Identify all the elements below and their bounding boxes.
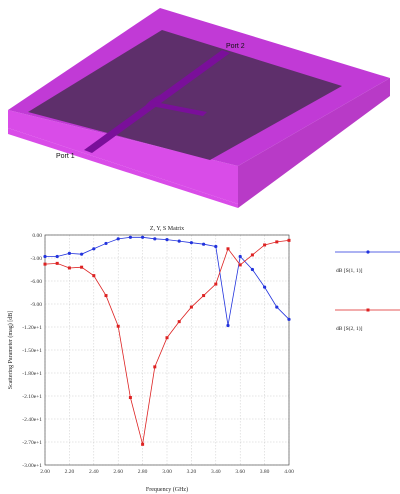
y-axis-title: Scattering Parameter (mag) [dB] (7, 311, 14, 389)
x-tick-label: 3.60 (235, 469, 245, 475)
3d-model-view: Port 2 Port 1 (8, 8, 390, 208)
data-point (226, 323, 230, 328)
data-point (177, 239, 181, 243)
plot-frame (44, 234, 290, 466)
data-point (104, 241, 108, 246)
data-point (226, 247, 230, 251)
x-tick-label: 3.40 (211, 469, 221, 475)
data-point (43, 262, 47, 266)
data-point (214, 282, 218, 286)
data-point (141, 442, 145, 446)
data-point (128, 235, 132, 239)
microstrip-stub-vertical (146, 94, 160, 105)
data-point (67, 266, 71, 270)
data-point (92, 274, 96, 278)
data-point (55, 261, 59, 265)
port2-label: Port 2 (226, 43, 245, 50)
data-point (67, 251, 71, 255)
data-point (153, 365, 157, 369)
data-point (263, 243, 267, 247)
data-point (202, 242, 206, 246)
data-point (275, 305, 279, 309)
data-point (275, 240, 279, 244)
y-tick-label: -2.10e+1 (22, 394, 42, 400)
data-point (165, 336, 169, 340)
data-point (263, 285, 267, 289)
data-point (287, 317, 291, 321)
x-tick-label: 4.00 (284, 469, 294, 475)
x-tick-label: 2.80 (138, 469, 148, 475)
data-point (55, 254, 59, 259)
legend-label: dB [S(2, 1)] (336, 325, 363, 332)
x-tick-label: 3.80 (260, 469, 270, 475)
y-tick-label: -1.80e+1 (22, 371, 42, 377)
legend-label: dB [S(1, 1)] (336, 267, 363, 274)
substrate-right-lower (238, 78, 390, 208)
data-point (238, 254, 242, 259)
data-point (116, 237, 120, 241)
data-point (189, 241, 193, 245)
data-point (250, 253, 254, 257)
data-point (92, 247, 96, 251)
y-tick-label: 0.00 (32, 233, 42, 239)
data-point (250, 267, 254, 272)
x-tick-labels: 2.00 2.20 2.40 2.60 2.80 3.00 3.20 3.40 3.60 3.80… (40, 469, 294, 475)
data-point (153, 237, 157, 241)
legend: dB [S(1, 1)] dB [S(2, 1)] (335, 250, 400, 332)
chart-title: Z, Y, S Matrix (150, 226, 184, 232)
legend-marker (366, 308, 370, 312)
y-tick-label: -2.70e+1 (22, 440, 42, 446)
data-point (128, 396, 132, 400)
substrate-inner-region (28, 30, 342, 160)
x-tick-label: 2.20 (65, 469, 75, 475)
y-tick-label: -2.40e+1 (22, 417, 42, 423)
y-tick-label: -1.50e+1 (22, 348, 42, 354)
data-point (202, 294, 206, 298)
y-tick-label: -6.00 (31, 279, 43, 285)
microstrip-stub (146, 101, 207, 116)
y-tick-labels: 0.00 -3.00 -6.00 -9.00 -1.20e+1 -1.50e+1 -1.80… (22, 233, 42, 469)
x-tick-label: 2.60 (113, 469, 123, 475)
y-tick-label: -1.20e+1 (22, 325, 42, 331)
y-tick-label: -9.00 (31, 302, 43, 308)
data-point (141, 235, 145, 239)
x-tick-label: 2.40 (89, 469, 99, 475)
series-layer (43, 235, 291, 446)
data-point (104, 294, 108, 298)
data-point (287, 238, 291, 242)
legend-marker (366, 250, 370, 254)
x-tick-label: 3.00 (162, 469, 172, 475)
x-tick-label: 3.20 (187, 469, 197, 475)
port1-label: Port 1 (56, 153, 75, 160)
data-point (177, 320, 181, 324)
x-tick-label: 2.00 (40, 469, 50, 475)
x-axis-title: Frequency (GHz) (146, 486, 188, 493)
substrate-front-face (8, 110, 238, 204)
data-point (238, 263, 242, 267)
data-point (214, 244, 218, 249)
y-tick-label: -3.00e+1 (22, 463, 42, 469)
data-point (116, 324, 120, 328)
data-point (80, 265, 84, 269)
data-point (43, 254, 47, 259)
s-parameter-chart: Z, Y, S Matrix 2.00 2.20 2.40 2.60 2.80 3.00 3… (7, 226, 400, 493)
microstrip-feed-line (84, 50, 230, 153)
data-point (189, 305, 193, 309)
y-tick-label: -3.00 (31, 256, 43, 262)
substrate-front-band (8, 128, 238, 208)
data-point (165, 238, 169, 242)
data-point (80, 252, 84, 256)
